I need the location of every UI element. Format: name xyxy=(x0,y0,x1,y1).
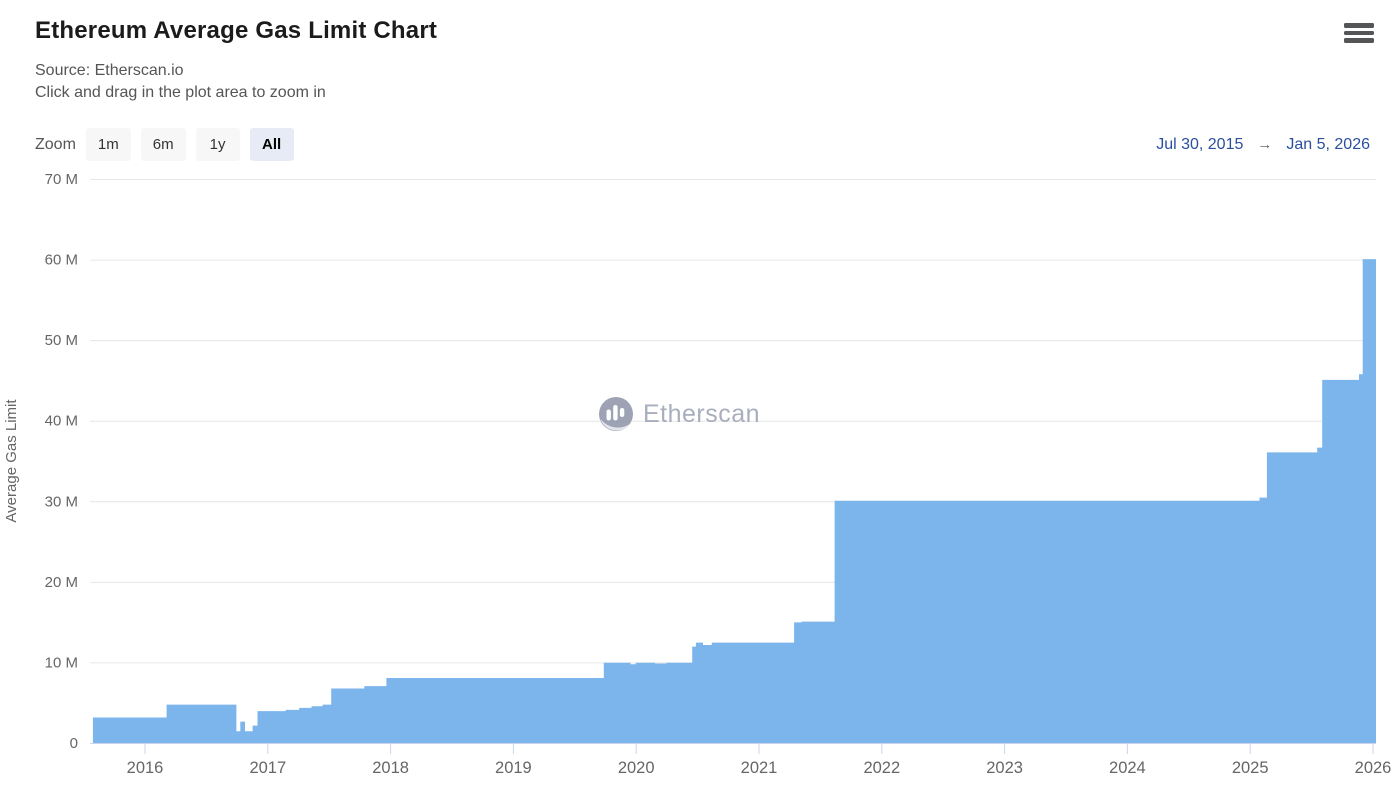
x-axis-tick-label: 2021 xyxy=(741,759,778,777)
x-axis-tick-label: 2018 xyxy=(372,759,409,777)
x-axis-tick-label: 2026 xyxy=(1355,759,1392,777)
x-axis-tick-label: 2023 xyxy=(986,759,1023,777)
zoom-button-1m[interactable]: 1m xyxy=(85,128,131,161)
chart-context-menu-button[interactable] xyxy=(1344,20,1376,46)
x-axis-tick-label: 2025 xyxy=(1232,759,1269,777)
range-selector: Zoom 1m 6m 1y All xyxy=(35,128,304,161)
y-axis-tick-label: 30 M xyxy=(45,493,78,510)
page-title: Ethereum Average Gas Limit Chart xyxy=(35,17,438,44)
zoom-button-6m[interactable]: 6m xyxy=(140,128,186,161)
x-axis-tick-label: 2019 xyxy=(495,759,532,777)
y-axis-tick-label: 40 M xyxy=(45,413,78,430)
zoom-button-group: 1m 6m 1y All xyxy=(85,128,304,161)
arrow-right-icon: → xyxy=(1257,136,1273,153)
x-axis-tick-label: 2017 xyxy=(249,759,286,777)
chart-hint-subtitle: Click and drag in the plot area to zoom … xyxy=(35,84,326,101)
y-axis-tick-label: 60 M xyxy=(45,252,78,269)
date-range-to[interactable]: Jan 5, 2026 xyxy=(1286,135,1370,153)
y-axis-tick-label: 20 M xyxy=(45,574,78,591)
y-axis-title: Average Gas Limit xyxy=(3,399,20,523)
zoom-label: Zoom xyxy=(35,135,76,153)
gas-limit-area-series[interactable] xyxy=(92,259,1376,744)
hamburger-icon xyxy=(1344,23,1374,28)
date-range-display: Jul 30, 2015 → Jan 5, 2026 xyxy=(1156,128,1370,161)
hamburger-icon xyxy=(1344,30,1374,36)
y-axis-tick-label: 10 M xyxy=(45,654,78,671)
y-axis-tick-label: 0 xyxy=(70,735,78,752)
x-axis-tick-label: 2022 xyxy=(863,759,900,777)
date-range-from[interactable]: Jul 30, 2015 xyxy=(1156,135,1244,153)
x-axis-tick-label: 2020 xyxy=(618,759,655,777)
zoom-button-all[interactable]: All xyxy=(249,128,294,161)
zoom-button-1y[interactable]: 1y xyxy=(195,128,240,161)
hamburger-icon xyxy=(1344,38,1374,43)
y-axis-tick-label: 70 M xyxy=(45,171,78,188)
x-axis-tick-label: 2016 xyxy=(127,759,164,777)
x-axis-tick-label: 2024 xyxy=(1109,759,1146,777)
y-axis-tick-label: 50 M xyxy=(45,332,78,349)
chart-source-subtitle: Source: Etherscan.io xyxy=(35,62,184,79)
